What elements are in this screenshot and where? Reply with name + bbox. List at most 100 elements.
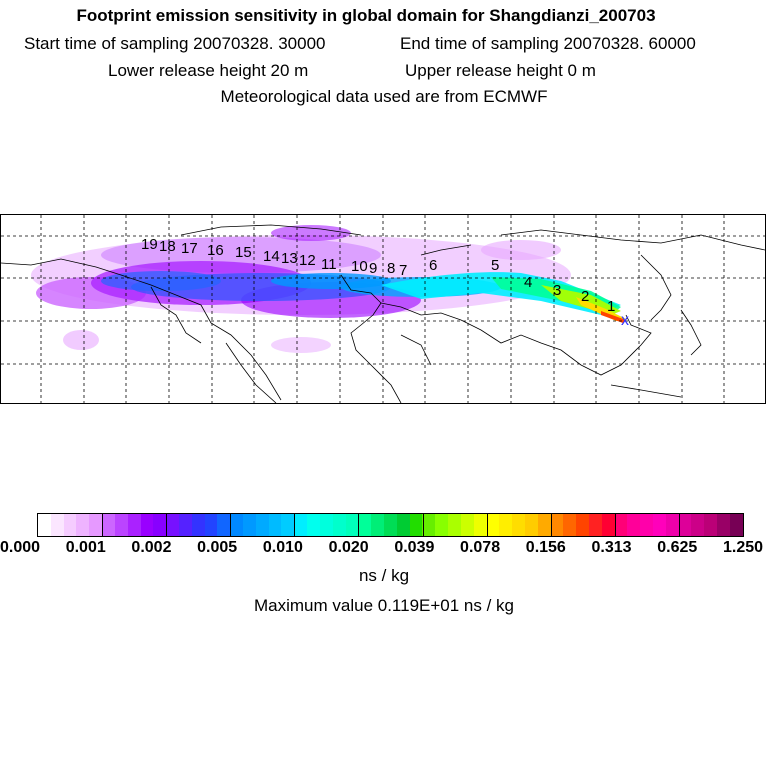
trajectory-label: 4: [524, 274, 532, 291]
colorbar-swatch: [50, 514, 64, 536]
colorbar-swatch: [678, 514, 692, 536]
colorbar-swatch: [166, 514, 179, 536]
colorbar-unit: ns / kg: [358, 566, 410, 585]
trajectory-label: 2: [581, 288, 589, 305]
colorbar-tick-label: 0.001: [65, 539, 106, 556]
receptor-marker: x: [621, 312, 629, 329]
trajectory-label: 15: [235, 244, 252, 261]
colorbar-swatch: [76, 514, 90, 536]
trajectory-label: 11: [321, 256, 337, 273]
colorbar-swatch: [268, 514, 282, 536]
colorbar-separator: [614, 514, 616, 536]
colorbar-swatch: [409, 514, 423, 536]
colorbar: [37, 513, 744, 537]
colorbar-tick-label: 0.625: [657, 539, 698, 556]
colorbar-separator: [230, 514, 232, 536]
colorbar-swatch: [140, 514, 154, 536]
colorbar-swatch: [114, 514, 128, 536]
sensitivity-plume: [31, 225, 626, 353]
coastlines: [1, 224, 765, 403]
trajectory-label: 10: [351, 258, 368, 275]
trajectory-label: 6: [429, 257, 437, 274]
colorbar-swatch: [191, 514, 205, 536]
trajectory-label: 8: [387, 260, 395, 277]
colorbar-swatch: [38, 514, 51, 536]
colorbar-tick-label: 0.000: [0, 539, 41, 556]
colorbar-swatch: [127, 514, 141, 536]
colorbar-swatch: [307, 514, 320, 536]
trajectory-label: 19: [141, 236, 158, 253]
trajectory-label: 7: [399, 262, 407, 279]
colorbar-swatch: [665, 514, 679, 536]
colorbar-swatch: [717, 514, 730, 536]
colorbar-swatch: [153, 514, 167, 536]
colorbar-swatch: [499, 514, 513, 536]
colorbar-tick-label: 0.002: [131, 539, 172, 556]
colorbar-swatch: [294, 514, 308, 536]
colorbar-tick-label: 0.156: [525, 539, 566, 556]
colorbar-swatch: [448, 514, 461, 536]
colorbar-swatch: [178, 514, 192, 536]
colorbar-swatch: [358, 514, 372, 536]
colorbar-swatch: [473, 514, 487, 536]
colorbar-swatch: [204, 514, 218, 536]
colorbar-swatch: [230, 514, 243, 536]
trajectory-label: 9: [369, 260, 377, 277]
colorbar-swatch: [563, 514, 577, 536]
plot-title: Footprint emission sensitivity in global…: [76, 6, 656, 25]
end-time-label: End time of sampling 20070328. 60000: [400, 34, 696, 53]
maximum-value-label: Maximum value 0.119E+01 ns / kg: [253, 596, 514, 615]
colorbar-swatch: [576, 514, 589, 536]
colorbar-swatch: [460, 514, 474, 536]
colorbar-swatch: [383, 514, 397, 536]
trajectory-label: 16: [207, 242, 224, 259]
colorbar-swatch: [102, 514, 115, 536]
colorbar-separator: [550, 514, 552, 536]
footprint-map: 1 2 3 4 5 6 7 8 9 10 11 12 13 14 15 16 17 18 19 x: [0, 214, 766, 404]
trajectory-label: 3: [553, 282, 561, 299]
trajectory-label: 13: [281, 250, 298, 267]
colorbar-tick-label: 0.078: [460, 539, 501, 556]
trajectory-label: 18: [159, 238, 176, 255]
trajectory-label: 1: [607, 298, 615, 315]
colorbar-swatch: [332, 514, 346, 536]
upper-release-height-label: Upper release height 0 m: [405, 61, 596, 80]
colorbar-swatch: [281, 514, 295, 536]
colorbar-tick-label: 0.010: [262, 539, 303, 556]
colorbar-swatch: [371, 514, 384, 536]
colorbar-tick-label: 1.250: [722, 539, 764, 556]
start-time-label: Start time of sampling 20070328. 30000: [24, 34, 326, 53]
colorbar-swatch: [63, 514, 77, 536]
colorbar-swatch: [319, 514, 333, 536]
colorbar-swatch: [588, 514, 602, 536]
colorbar-swatch: [524, 514, 538, 536]
colorbar-separator: [166, 514, 168, 536]
colorbar-swatch: [704, 514, 718, 536]
colorbar-separator: [294, 514, 296, 536]
colorbar-swatch: [627, 514, 641, 536]
colorbar-tick-label: 0.020: [328, 539, 369, 556]
colorbar-swatch: [422, 514, 436, 536]
colorbar-swatch: [614, 514, 628, 536]
colorbar-swatch: [345, 514, 359, 536]
colorbar-swatch: [217, 514, 231, 536]
colorbar-swatch: [729, 514, 743, 536]
colorbar-swatch: [243, 514, 256, 536]
colorbar-separator: [102, 514, 104, 536]
trajectory-label: 5: [491, 257, 499, 274]
colorbar-separator: [678, 514, 680, 536]
colorbar-tick-label: 0.313: [591, 539, 632, 556]
lat-lon-grid: [1, 215, 765, 403]
colorbar-tick-label: 0.005: [197, 539, 238, 556]
colorbar-swatch: [486, 514, 500, 536]
colorbar-swatch: [550, 514, 564, 536]
colorbar-swatch: [512, 514, 525, 536]
trajectory-label: 12: [299, 252, 316, 269]
colorbar-swatch: [653, 514, 666, 536]
colorbar-swatch: [396, 514, 410, 536]
colorbar-separator: [486, 514, 488, 536]
trajectory-label: 17: [181, 240, 198, 257]
lower-release-height-label: Lower release height 20 m: [108, 61, 309, 80]
